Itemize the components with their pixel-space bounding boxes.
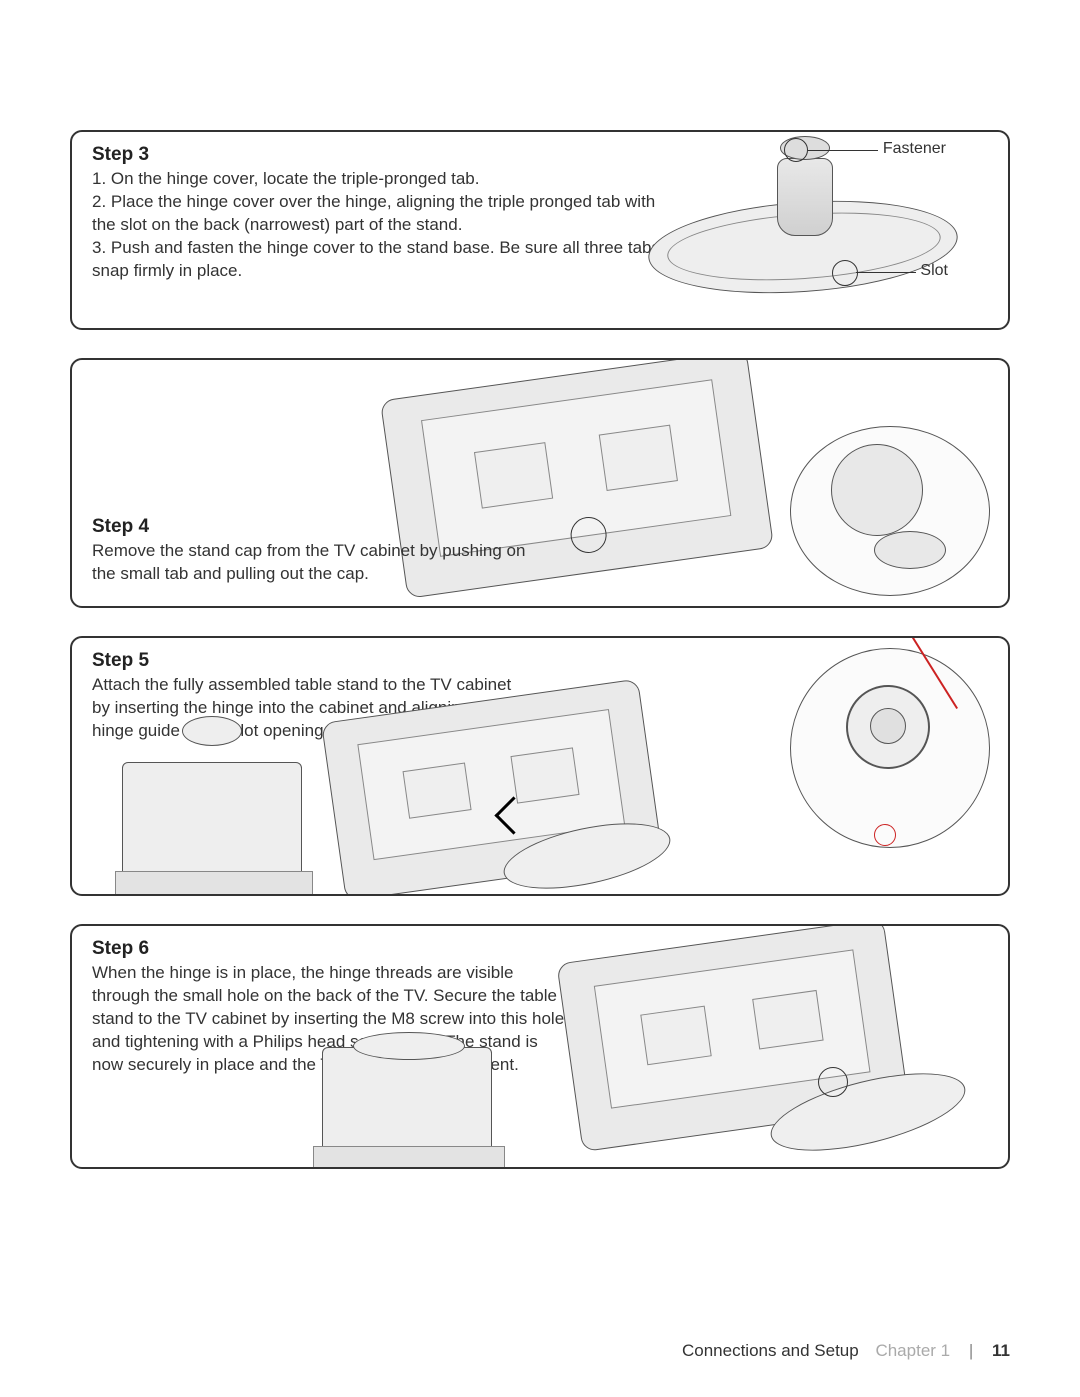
screw-callout-circle bbox=[818, 1067, 848, 1097]
slot-callout-circle bbox=[832, 260, 858, 286]
step-4-body: Remove the stand cap from the TV cabinet… bbox=[92, 540, 552, 586]
panel-step-6: Step 6 When the hinge is in place, the h… bbox=[70, 924, 1010, 1169]
fastener-label: Fastener bbox=[883, 140, 946, 158]
stand-neck-illustration bbox=[777, 158, 833, 236]
fastener-callout-circle bbox=[784, 138, 808, 162]
step-3-list: 1. On the hinge cover, locate the triple… bbox=[92, 168, 682, 283]
step-6-title: Step 6 bbox=[92, 938, 572, 960]
mini-tv-illustration bbox=[122, 762, 302, 882]
mini-stand-illustration bbox=[182, 716, 242, 746]
page-footer: Connections and Setup Chapter 1 | 11 bbox=[682, 1341, 1010, 1361]
mini-tv-step6-illustration bbox=[322, 1047, 492, 1157]
manual-page: Step 3 1. On the hinge cover, locate the… bbox=[0, 0, 1080, 1237]
alignment-indicator-circle bbox=[874, 824, 896, 846]
panel-step-3: Step 3 1. On the hinge cover, locate the… bbox=[70, 130, 1010, 330]
footer-section: Connections and Setup bbox=[682, 1341, 859, 1360]
step-3-item-2: 2. Place the hinge cover over the hinge,… bbox=[92, 191, 682, 237]
cap-closeup-illustration bbox=[790, 426, 990, 596]
step-3-item-3: 3. Push and fasten the hinge cover to th… bbox=[92, 237, 682, 283]
slot-label: Slot bbox=[920, 262, 948, 280]
footer-chapter: Chapter 1 bbox=[875, 1341, 950, 1360]
footer-separator: | bbox=[969, 1341, 973, 1360]
step-4-title: Step 4 bbox=[92, 516, 552, 538]
step-3-item-1: 1. On the hinge cover, locate the triple… bbox=[92, 168, 682, 191]
hinge-closeup-illustration bbox=[790, 648, 990, 848]
footer-page-number: 11 bbox=[992, 1341, 1010, 1360]
step-5-title: Step 5 bbox=[92, 650, 512, 672]
fastener-leader-line bbox=[808, 150, 878, 151]
step-3-title: Step 3 bbox=[92, 144, 682, 166]
panel-step-4: Step 4 Remove the stand cap from the TV … bbox=[70, 358, 1010, 608]
panel-step-5: Step 5 Attach the fully assembled table … bbox=[70, 636, 1010, 896]
slot-leader-line bbox=[856, 272, 916, 273]
insert-arrow-icon bbox=[492, 794, 532, 834]
